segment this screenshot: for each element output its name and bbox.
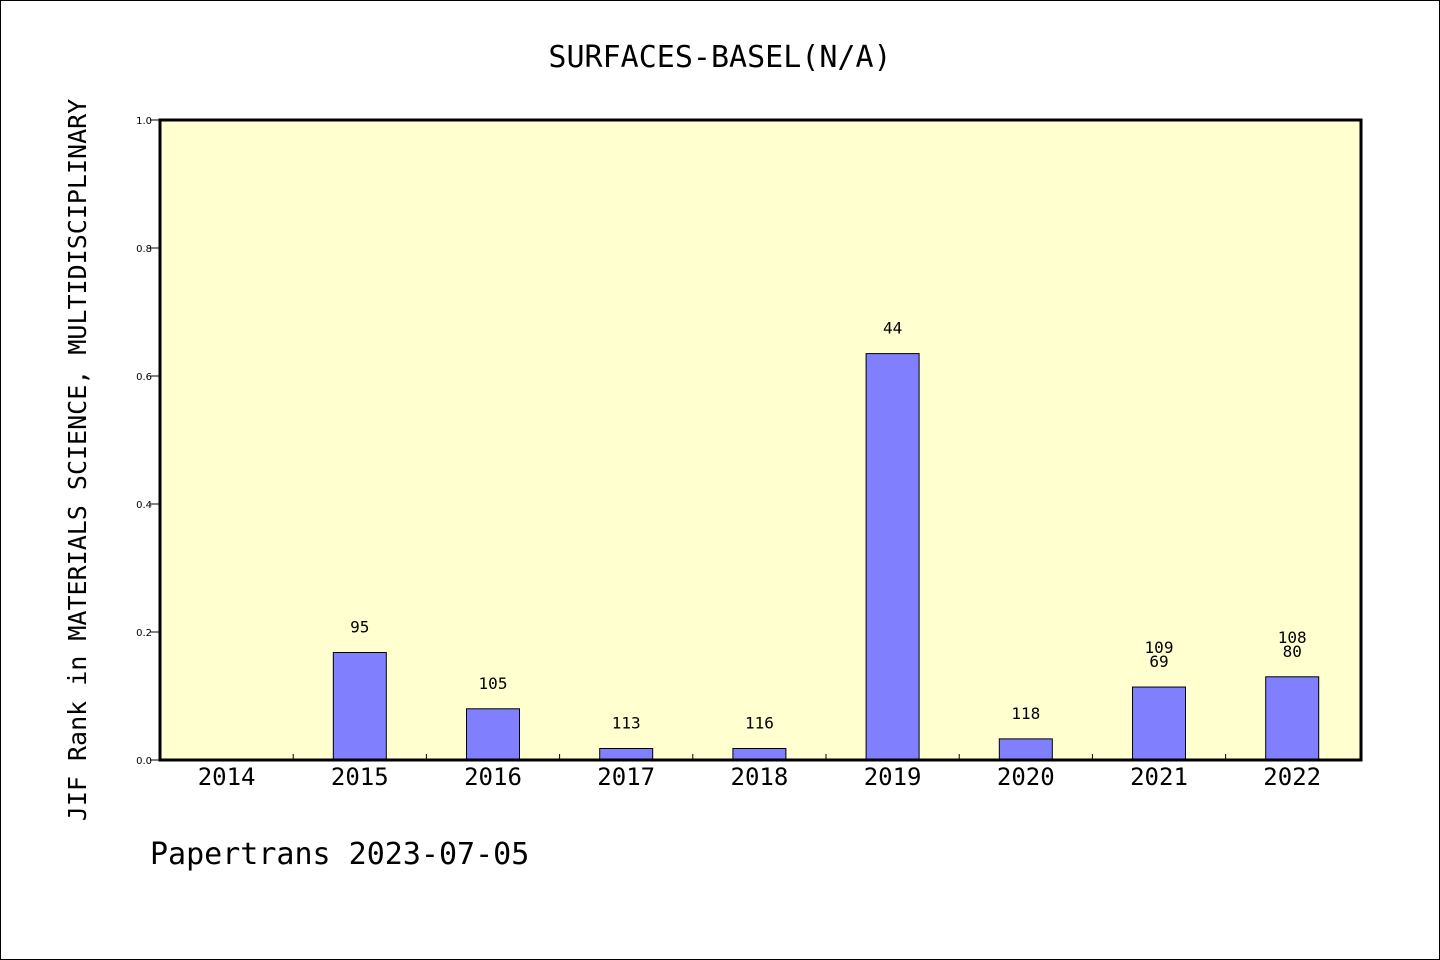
y-tick-label: 0.6 [136, 372, 152, 383]
data-label: 113 [612, 713, 641, 732]
x-tick-label: 2018 [731, 763, 789, 791]
bar-2016 [466, 708, 520, 761]
bar-2022 [1265, 676, 1320, 761]
plot-border [158, 118, 1363, 762]
data-label: 105 [479, 674, 508, 693]
bar-2019 [865, 353, 920, 761]
bar-2015 [332, 651, 387, 761]
x-tick-label: 2019 [864, 763, 922, 791]
y-axis-label: JIF Rank in MATERIALS SCIENCE, MULTIDISC… [63, 99, 92, 821]
y-tick-label: 0.4 [136, 500, 152, 511]
bar-2018 [732, 747, 787, 761]
data-label: 69 [1149, 652, 1168, 671]
data-label: 95 [350, 617, 369, 636]
y-axis: 0.0 0.2 0.4 0.6 0.8 1.0 [136, 116, 160, 767]
data-label: 118 [1011, 704, 1040, 723]
data-label: 116 [745, 713, 774, 732]
x-tick-label: 2021 [1130, 763, 1188, 791]
bar-series [332, 353, 1320, 761]
x-tick-label: 2016 [464, 763, 522, 791]
bar-2020 [998, 738, 1053, 761]
y-tick-label: 1.0 [136, 116, 152, 127]
y-tick-label: 0.8 [136, 244, 152, 255]
x-tick-label: 2022 [1263, 763, 1321, 791]
x-axis: 2014 2015 2016 2017 2018 2019 2020 2021 2022 [198, 754, 1321, 791]
data-label: 108 [1278, 628, 1307, 647]
y-tick-label: 0.2 [136, 628, 152, 639]
data-label: 109 [1145, 638, 1174, 657]
x-tick-label: 2020 [997, 763, 1055, 791]
data-label: 44 [883, 319, 902, 338]
y-tick-label: 0.0 [136, 756, 152, 767]
footer-credit: Papertrans 2023-07-05 [150, 837, 529, 872]
data-label: 80 [1283, 642, 1302, 661]
x-tick-label: 2017 [597, 763, 655, 791]
x-tick-label: 2014 [198, 763, 256, 791]
bar-2021 [1132, 686, 1186, 761]
bar-2017 [599, 747, 654, 761]
chart-title: SURFACES-BASEL(N/A) [548, 40, 891, 75]
x-tick-label: 2015 [331, 763, 389, 791]
